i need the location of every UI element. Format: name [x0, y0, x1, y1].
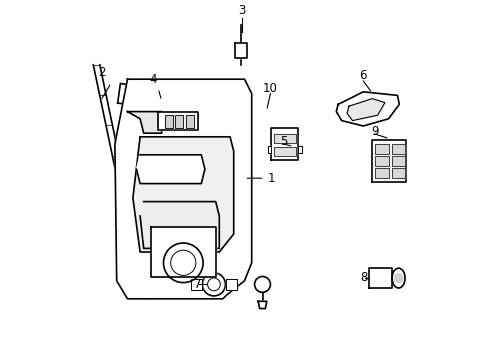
Text: 5: 5	[279, 135, 286, 148]
Circle shape	[254, 276, 270, 292]
Polygon shape	[336, 92, 399, 126]
Text: 4: 4	[149, 73, 156, 86]
Bar	[391, 144, 405, 154]
Text: 8: 8	[360, 271, 367, 284]
Polygon shape	[140, 202, 219, 248]
Polygon shape	[368, 268, 391, 288]
Polygon shape	[140, 288, 147, 299]
Bar	[225, 279, 236, 290]
Bar	[374, 156, 388, 166]
Polygon shape	[298, 146, 302, 153]
Text: 1: 1	[267, 172, 275, 185]
Bar	[391, 156, 405, 166]
Bar	[274, 134, 295, 143]
Polygon shape	[346, 99, 384, 121]
Bar	[164, 115, 172, 128]
Bar	[391, 168, 405, 178]
Text: 10: 10	[263, 82, 277, 95]
Bar	[374, 168, 388, 178]
Bar	[164, 115, 172, 128]
Bar	[374, 168, 388, 178]
Ellipse shape	[391, 268, 404, 288]
Bar	[374, 144, 388, 154]
Circle shape	[163, 243, 203, 283]
Text: 7: 7	[194, 278, 201, 291]
Polygon shape	[158, 112, 197, 130]
Circle shape	[202, 273, 225, 296]
Polygon shape	[371, 140, 406, 182]
Circle shape	[393, 274, 402, 282]
Polygon shape	[271, 128, 298, 160]
Polygon shape	[267, 146, 271, 153]
Bar	[374, 156, 388, 166]
Polygon shape	[258, 301, 266, 309]
Bar	[274, 147, 295, 156]
Bar	[391, 156, 405, 166]
Polygon shape	[133, 137, 233, 252]
Bar	[175, 115, 183, 128]
Bar	[391, 168, 405, 178]
Polygon shape	[118, 84, 227, 118]
Polygon shape	[127, 112, 162, 133]
Bar	[391, 144, 405, 154]
Bar	[191, 279, 202, 290]
Bar	[175, 115, 183, 128]
Bar	[191, 279, 202, 290]
Polygon shape	[151, 227, 215, 277]
Text: 9: 9	[370, 125, 378, 138]
Text: 3: 3	[238, 4, 245, 17]
Bar	[186, 115, 194, 128]
Bar	[274, 147, 295, 156]
Polygon shape	[235, 43, 246, 58]
Bar	[225, 279, 236, 290]
Bar	[374, 144, 388, 154]
Text: 6: 6	[359, 69, 366, 82]
Bar	[186, 115, 194, 128]
Text: 2: 2	[99, 66, 106, 78]
Polygon shape	[115, 79, 251, 299]
Bar	[274, 134, 295, 143]
Polygon shape	[136, 155, 204, 184]
